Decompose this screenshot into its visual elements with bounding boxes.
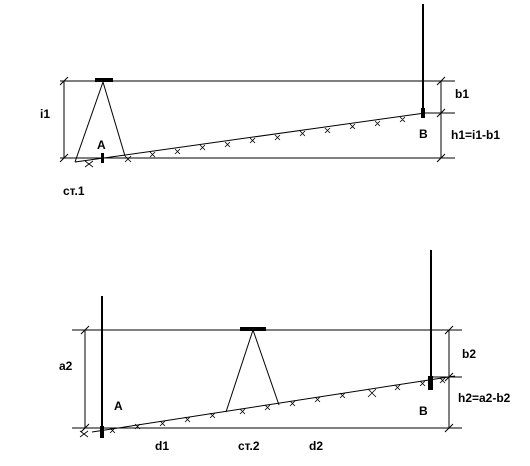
top-i1-label: i1 xyxy=(40,107,50,121)
bottom-ground-line xyxy=(91,375,456,433)
top-diagram xyxy=(59,4,455,168)
bottom-level-instrument xyxy=(240,327,266,331)
bottom-point-a-label: A xyxy=(114,399,123,413)
bottom-point-a-marker xyxy=(100,426,104,438)
top-formula: h1=i1-b1 xyxy=(451,128,500,142)
bottom-ground-hatching xyxy=(79,377,446,438)
top-ground-hatching xyxy=(84,116,406,168)
top-tripod-leg-left xyxy=(74,81,104,163)
bottom-b2-label: b2 xyxy=(462,347,476,361)
bottom-d2-label: d2 xyxy=(309,439,323,453)
top-point-b-marker xyxy=(421,108,425,118)
bottom-formula: h2=a2-b2 xyxy=(458,391,511,405)
top-point-b-label: B xyxy=(419,127,428,141)
bottom-point-b-marker xyxy=(428,376,433,390)
bottom-diagram xyxy=(72,250,462,438)
bottom-a2-label: a2 xyxy=(59,359,73,373)
bottom-station-label: ст.2 xyxy=(238,439,260,453)
top-b1-label: b1 xyxy=(455,87,469,101)
top-ground-line xyxy=(74,112,426,163)
top-point-a-marker xyxy=(101,153,104,163)
top-level-instrument xyxy=(95,78,113,82)
bottom-tripod-leg-right xyxy=(252,329,280,406)
top-tripod-leg-right xyxy=(102,81,126,157)
bottom-tripod-leg-left xyxy=(225,329,254,413)
top-point-a-label: A xyxy=(97,138,106,152)
bottom-point-b-label: B xyxy=(419,404,428,418)
bottom-d1-label: d1 xyxy=(155,439,169,453)
top-station-label: ст.1 xyxy=(63,184,85,198)
